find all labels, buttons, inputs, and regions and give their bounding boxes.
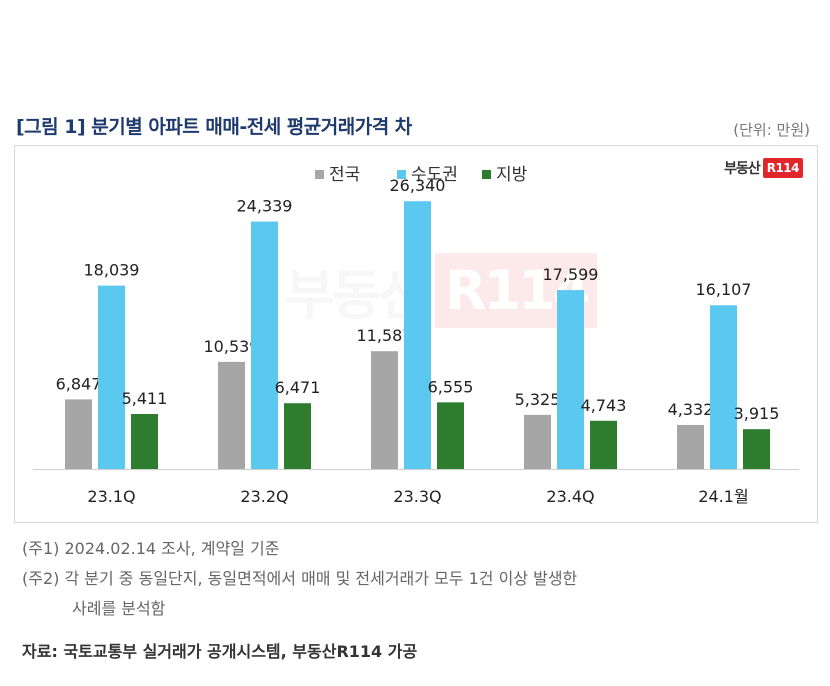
source-text: 자료: 국토교통부 실거래가 공개시스템, 부동산R114 가공 (22, 642, 418, 661)
chart-area: 부동산 R114 부동산 R114 전국 수도권 지방 6,847 18,039 5,41… (14, 145, 818, 523)
note-1: (주1) 2024.02.14 조사, 계약일 기준 (22, 539, 280, 558)
bar-23.1Q-전국 (65, 399, 92, 469)
legend-label-1: 전국 (329, 165, 360, 185)
bar-23.4Q-전국 (524, 414, 551, 469)
data-label-23.2Q-전국: 10,539 (204, 337, 260, 356)
bar-23.3Q-수도권 (404, 201, 431, 469)
data-label-23.1Q-수도권: 18,039 (84, 261, 140, 280)
data-label-24.1월-전국: 4,332 (668, 400, 714, 419)
bar-23.3Q-전국 (371, 351, 398, 469)
x-tick-label-3: 23.3Q (393, 487, 441, 506)
legend-label-2: 수도권 (411, 165, 458, 185)
data-label-24.1월-수도권: 16,107 (696, 280, 752, 299)
brand-logo: 부동산 R114 (724, 158, 803, 178)
x-tick-label-4: 23.4Q (546, 487, 594, 506)
legend-swatch-1 (315, 170, 324, 179)
bar-24.1월-지방 (743, 429, 770, 469)
legend-swatch-3 (482, 170, 491, 179)
logo-text: 부동산 (724, 161, 761, 177)
data-label-23.2Q-수도권: 24,339 (237, 197, 293, 216)
bar-23.2Q-지방 (284, 403, 311, 469)
bar-23.1Q-수도권 (98, 285, 125, 469)
logo-badge: R114 (762, 158, 803, 178)
chart-title: [그림 1] 분기별 아파트 매매-전세 평균거래가격 차 (16, 116, 412, 138)
bar-23.3Q-지방 (437, 402, 464, 469)
bar-23.2Q-수도권 (251, 221, 278, 469)
data-label-23.2Q-지방: 6,471 (275, 378, 321, 397)
bar-24.1월-수도권 (710, 305, 737, 469)
bar-23.1Q-지방 (131, 413, 158, 469)
legend-label-3: 지방 (496, 165, 528, 185)
data-label-23.1Q-지방: 5,411 (122, 389, 168, 408)
data-label-23.3Q-지방: 6,555 (428, 377, 474, 396)
bar-23.4Q-수도권 (557, 290, 584, 469)
data-label-23.3Q-전국: 11,587 (357, 326, 413, 345)
data-label-23.3Q-수도권: 26,340 (390, 176, 446, 195)
legend-swatch-2 (397, 170, 406, 179)
x-tick-label-5: 24.1월 (698, 487, 748, 506)
data-label-23.4Q-전국: 5,325 (515, 390, 561, 409)
x-tick-label-1: 23.1Q (87, 487, 135, 506)
bar-23.4Q-지방 (590, 420, 617, 469)
bar-24.1월-전국 (677, 424, 704, 469)
data-label-24.1월-지방: 3,915 (734, 404, 780, 423)
bar-23.2Q-전국 (218, 361, 245, 469)
note-2-continued: 사례를 분석함 (72, 599, 166, 618)
note-2: (주2) 각 분기 중 동일단지, 동일면적에서 매매 및 전세거래가 모두 1… (22, 569, 578, 588)
unit-label: (단위: 만원) (733, 121, 810, 139)
x-tick-label-2: 23.2Q (240, 487, 288, 506)
data-label-23.4Q-수도권: 17,599 (543, 265, 599, 284)
data-label-23.1Q-전국: 6,847 (56, 374, 102, 393)
bar-chart: 전국 수도권 지방 6,847 18,039 5,411 23.1Q 10,539 24,339… (33, 165, 799, 506)
data-label-23.4Q-지방: 4,743 (581, 396, 627, 415)
notes: (주1) 2024.02.14 조사, 계약일 기준 (주2) 각 분기 중 동… (22, 534, 577, 624)
